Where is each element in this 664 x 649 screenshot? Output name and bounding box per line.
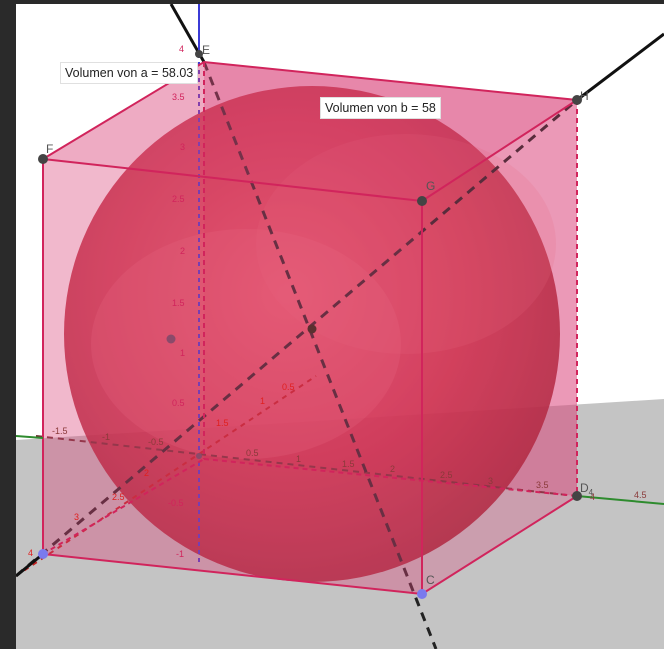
z-tick: 2	[180, 246, 185, 256]
point-f-label: F	[46, 142, 53, 156]
volume-b-label[interactable]: Volumen von b = 58	[320, 97, 441, 119]
y-tick: 1	[296, 454, 301, 464]
x-tick: 4	[28, 548, 33, 558]
point-c[interactable]	[417, 589, 427, 599]
x-tick: 3	[74, 512, 79, 522]
sphere-highlight-1	[91, 229, 401, 459]
point-e-label: E	[202, 43, 210, 57]
z-tick: 2.5	[172, 194, 185, 204]
y-tick: -1	[102, 432, 110, 442]
point-center[interactable]	[307, 324, 317, 334]
y-tick: 0.5	[246, 448, 259, 458]
x-axis-hidden	[16, 375, 317, 577]
y-tick: 2.5	[440, 470, 453, 480]
z-tick: 1	[180, 348, 185, 358]
x-tick: 2	[144, 468, 149, 478]
z-axis-ticks: 4 3.5 3 2.5 2 1.5 1 0.5 -0.5 -1	[168, 44, 185, 559]
y-tick: 1.5	[342, 459, 355, 469]
point-h[interactable]	[572, 95, 582, 105]
x-tick: 2.5	[112, 492, 125, 502]
x-tick: 0.5	[282, 382, 295, 392]
graphics-view[interactable]: 4 3.5 3 2.5 2 1.5 1 0.5 -0.5 -1 -1.5 -1 …	[16, 4, 664, 649]
z-tick: 3	[180, 142, 185, 152]
z-tick: -0.5	[168, 498, 184, 508]
point-g-label: G	[426, 179, 435, 193]
cube-top-face	[43, 62, 577, 201]
point-h-label: H	[580, 89, 589, 103]
point-f[interactable]	[38, 154, 48, 164]
point-c-label: C	[426, 573, 435, 587]
y-tick: 4.5	[634, 490, 647, 500]
y-axis-ticks: -1.5 -1 -0.5 0.5 1 1.5 2 2.5 3 3.5 4 4.5	[52, 426, 647, 502]
point-e[interactable]	[195, 50, 203, 58]
point-g[interactable]	[417, 196, 427, 206]
point-a[interactable]	[38, 549, 48, 559]
y-tick: -0.5	[148, 437, 164, 447]
point-d-label: D4	[580, 481, 594, 497]
cube-right-face	[422, 100, 577, 594]
3d-scene[interactable]: 4 3.5 3 2.5 2 1.5 1 0.5 -0.5 -1 -1.5 -1 …	[16, 4, 664, 649]
y-axis	[16, 435, 44, 439]
z-tick: -1	[176, 549, 184, 559]
space-diagonal-2	[16, 98, 578, 578]
x-axis-front	[16, 552, 44, 578]
point-d[interactable]	[572, 491, 582, 501]
point-origin[interactable]	[196, 453, 202, 459]
y-tick: 4	[590, 492, 595, 502]
cube-hidden-edges	[42, 62, 578, 555]
point-side[interactable]	[166, 334, 176, 344]
volume-a-label[interactable]: Volumen von a = 58.03	[60, 62, 199, 84]
cube-front-face	[43, 159, 422, 594]
x-tick: 1	[260, 396, 265, 406]
y-axis-right	[576, 495, 664, 505]
z-tick: 3.5	[172, 92, 185, 102]
y-tick: 2	[390, 464, 395, 474]
z-tick: 4	[179, 44, 184, 54]
z-tick: 1.5	[172, 298, 185, 308]
x-axis-ticks: 4 3 2.5 2 1.5 1 0.5	[28, 382, 295, 558]
x-tick: 1.5	[216, 418, 229, 428]
y-tick: 3	[488, 476, 493, 486]
y-tick: -1.5	[52, 426, 68, 436]
z-tick: 0.5	[172, 398, 185, 408]
diagonal-line-2	[576, 32, 664, 102]
y-tick: 3.5	[536, 480, 549, 490]
